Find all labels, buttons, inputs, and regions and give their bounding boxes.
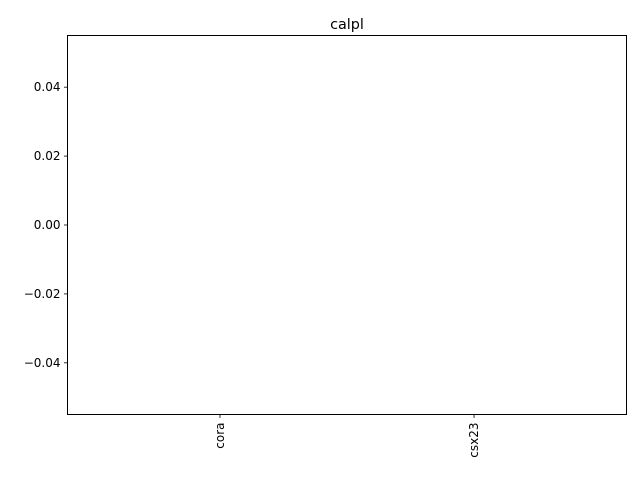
- y-tick-label: −0.04: [24, 356, 61, 370]
- x-tick-label-csx23: csx23: [467, 423, 481, 458]
- y-tick-label: 0.02: [34, 149, 61, 163]
- y-axis: −0.04 −0.02 0.00 0.02 0.04: [24, 80, 68, 370]
- y-tick-label: 0.00: [34, 218, 61, 232]
- x-tick-label-cora: cora: [213, 423, 227, 449]
- axes-frame: [67, 35, 627, 415]
- x-axis: cora csx23: [213, 414, 481, 458]
- chart-title: calpl: [330, 17, 364, 33]
- y-tick-label: −0.02: [24, 287, 61, 301]
- y-tick-label: 0.04: [34, 80, 61, 94]
